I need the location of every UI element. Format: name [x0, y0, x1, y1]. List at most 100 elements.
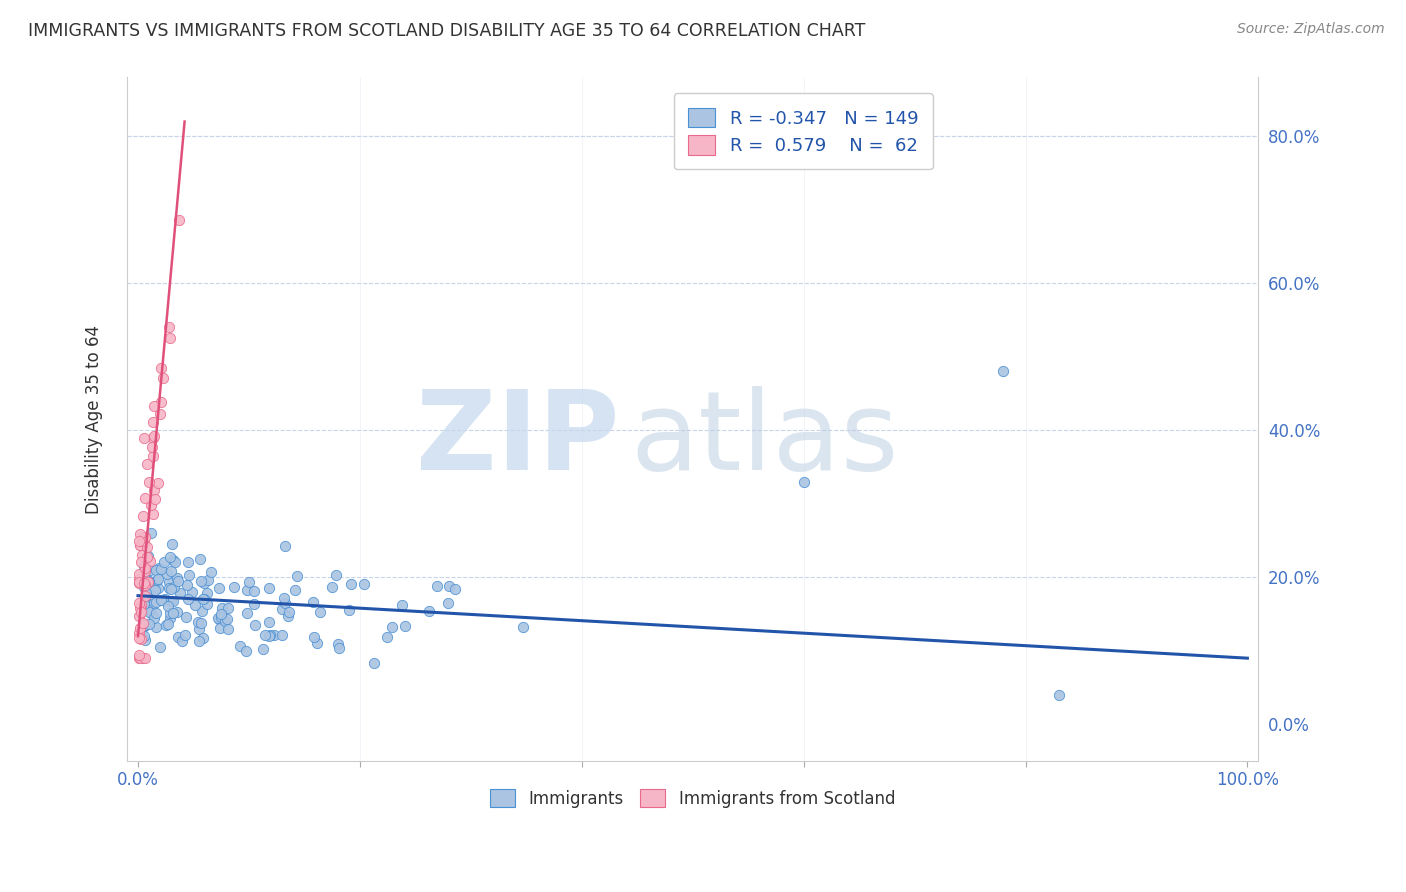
- Point: [132, 617, 155, 632]
- Point: [143, 399, 166, 413]
- Point: [134, 560, 156, 574]
- Point: [381, 620, 404, 634]
- Point: [129, 605, 152, 619]
- Point: [155, 617, 177, 632]
- Point: [128, 533, 150, 548]
- Point: [197, 573, 219, 587]
- Point: [437, 579, 460, 593]
- Point: [394, 618, 416, 632]
- Point: [150, 593, 173, 607]
- Point: [183, 598, 205, 612]
- Point: [132, 615, 155, 630]
- Point: [193, 576, 215, 591]
- Point: [157, 575, 180, 590]
- Point: [134, 632, 156, 647]
- Point: [207, 611, 229, 625]
- Point: [152, 555, 174, 569]
- Point: [131, 548, 153, 562]
- Point: [160, 564, 183, 578]
- Point: [138, 563, 160, 577]
- Point: [132, 569, 155, 583]
- Point: [132, 651, 155, 665]
- Point: [157, 320, 180, 334]
- Point: [138, 616, 160, 631]
- Point: [176, 592, 198, 607]
- Text: ZIP: ZIP: [416, 386, 619, 493]
- Point: [128, 575, 150, 590]
- Point: [129, 621, 152, 635]
- Point: [134, 651, 156, 665]
- Point: [238, 575, 260, 590]
- Point: [128, 572, 150, 586]
- Point: [132, 597, 155, 611]
- Point: [353, 577, 375, 591]
- Point: [132, 595, 155, 609]
- Point: [146, 581, 169, 595]
- Point: [128, 538, 150, 552]
- Point: [993, 364, 1015, 378]
- Point: [132, 581, 155, 595]
- Point: [134, 589, 156, 603]
- Y-axis label: Disability Age 35 to 64: Disability Age 35 to 64: [86, 325, 103, 514]
- Point: [138, 606, 160, 620]
- Point: [328, 640, 350, 655]
- Point: [270, 602, 292, 616]
- Point: [176, 577, 198, 591]
- Point: [191, 591, 214, 606]
- Point: [236, 606, 259, 620]
- Point: [143, 582, 166, 597]
- Point: [195, 597, 218, 611]
- Point: [163, 580, 186, 594]
- Point: [166, 605, 188, 619]
- Point: [128, 575, 150, 590]
- Point: [259, 629, 281, 643]
- Point: [146, 572, 169, 586]
- Point: [437, 596, 460, 610]
- Point: [136, 602, 159, 616]
- Point: [131, 534, 153, 549]
- Point: [321, 580, 343, 594]
- Point: [143, 429, 166, 443]
- Point: [132, 629, 155, 643]
- Point: [418, 604, 440, 618]
- Point: [142, 449, 165, 463]
- Point: [142, 597, 165, 611]
- Point: [138, 475, 160, 489]
- Point: [136, 575, 159, 590]
- Point: [214, 615, 236, 629]
- Point: [128, 609, 150, 624]
- Point: [208, 612, 231, 626]
- Point: [309, 605, 332, 619]
- Point: [229, 639, 252, 653]
- Point: [284, 582, 307, 597]
- Point: [162, 594, 184, 608]
- Point: [174, 628, 197, 642]
- Point: [132, 559, 155, 574]
- Point: [188, 551, 211, 566]
- Point: [167, 630, 190, 644]
- Point: [132, 432, 155, 446]
- Point: [132, 596, 155, 610]
- Point: [142, 507, 165, 521]
- Point: [131, 508, 153, 523]
- Point: [217, 622, 239, 636]
- Legend: Immigrants, Immigrants from Scotland: Immigrants, Immigrants from Scotland: [484, 782, 901, 814]
- Point: [160, 582, 183, 596]
- Point: [142, 588, 165, 602]
- Point: [152, 371, 174, 385]
- Point: [129, 538, 152, 552]
- Point: [138, 549, 160, 564]
- Point: [160, 593, 183, 607]
- Point: [132, 535, 155, 549]
- Point: [159, 331, 181, 345]
- Text: atlas: atlas: [630, 386, 898, 493]
- Point: [236, 582, 259, 597]
- Point: [259, 628, 281, 642]
- Point: [211, 600, 233, 615]
- Point: [128, 648, 150, 663]
- Point: [132, 576, 155, 591]
- Point: [243, 617, 266, 632]
- Point: [191, 631, 214, 645]
- Point: [129, 632, 152, 646]
- Point: [209, 610, 232, 624]
